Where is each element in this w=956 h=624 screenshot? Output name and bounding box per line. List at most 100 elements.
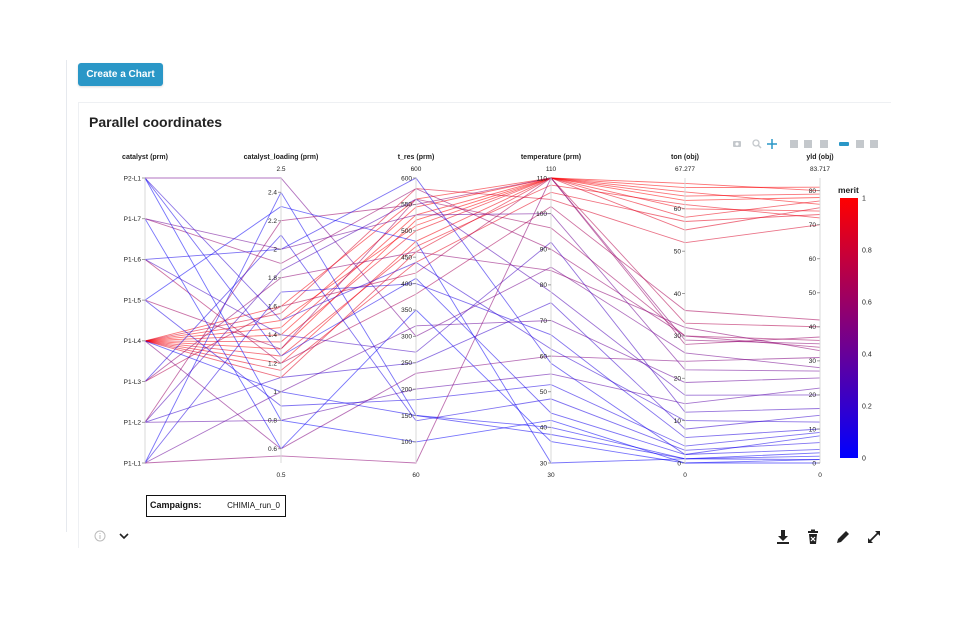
data-line xyxy=(144,177,821,342)
axis-tick-label: P1-L2 xyxy=(124,420,142,427)
zoom-lens xyxy=(752,139,760,147)
data-line xyxy=(144,177,821,464)
data-line xyxy=(144,283,821,464)
axis-max-label: 110 xyxy=(546,166,557,173)
axis-min-label: 30 xyxy=(547,472,555,479)
axis-tick-label: 450 xyxy=(401,254,412,261)
pan-icon[interactable] xyxy=(767,139,777,149)
axis-tick-label: 20 xyxy=(809,392,817,399)
data-line xyxy=(144,213,821,372)
axis-tick-label: 80 xyxy=(540,282,548,289)
toolbar-glyph xyxy=(790,140,798,148)
axis-title: catalyst_loading (prm) xyxy=(244,154,319,161)
data-line xyxy=(144,198,821,350)
toolbar-glyph xyxy=(820,140,828,148)
data-line xyxy=(144,218,820,464)
axis-tick-label: 30 xyxy=(540,460,548,467)
left-divider xyxy=(66,60,67,532)
axis-tick-label: P1-L4 xyxy=(124,338,142,345)
colorbar-tick-label: 0 xyxy=(862,456,866,463)
data-line xyxy=(144,191,821,464)
data-line xyxy=(144,205,821,364)
axis-tick-label: 550 xyxy=(401,202,412,209)
data-line xyxy=(144,184,821,357)
axis-tick-label: P1-L7 xyxy=(124,216,142,223)
axis-max-label: 67.277 xyxy=(675,166,695,173)
axis-title: yld (obj) xyxy=(806,154,833,161)
hover-shape xyxy=(839,142,849,146)
create-chart-button[interactable]: Create a Chart xyxy=(78,63,163,86)
axis-max-label: 83.717 xyxy=(810,166,830,173)
colorbar-scale xyxy=(840,198,858,458)
axis-tick-label: 600 xyxy=(401,175,412,182)
axis-tick-label: P1-L3 xyxy=(124,379,142,386)
colorbar-title: merit xyxy=(838,185,859,195)
expand-icon[interactable] xyxy=(866,529,882,545)
axis-tick-label: 1.4 xyxy=(268,332,277,339)
axis-tick-label: 70 xyxy=(540,318,548,325)
pan-cross xyxy=(767,139,777,149)
data-line xyxy=(144,188,821,342)
toolbar-glyph xyxy=(804,140,812,148)
data-line xyxy=(144,177,821,342)
axis-tick-label: 60 xyxy=(674,206,682,213)
zoom-icon[interactable] xyxy=(752,139,762,149)
zoom-out-icon[interactable] xyxy=(804,140,812,148)
axis-min-label: 0 xyxy=(683,472,687,479)
axis-tick-label: P1-L5 xyxy=(124,297,142,304)
axis-tick-label: 40 xyxy=(674,291,682,298)
axis-tick-label: 0.8 xyxy=(268,418,277,425)
data-line xyxy=(144,251,821,382)
axis-tick-label: P2-L1 xyxy=(124,175,142,182)
axis-tick-label: 50 xyxy=(674,248,682,255)
axis-tick-label: 60 xyxy=(809,256,817,263)
data-line xyxy=(144,177,821,364)
camera-icon[interactable] xyxy=(733,141,741,147)
data-line xyxy=(144,177,821,455)
axis-tick-label: 150 xyxy=(401,413,412,420)
campaigns-box: Campaigns: CHIMIA_run_0 xyxy=(146,495,286,517)
data-line xyxy=(144,177,821,423)
axis-tick-label: 50 xyxy=(809,290,817,297)
spike-lines-icon[interactable] xyxy=(870,140,878,148)
colorbar-tick-label: 0.4 xyxy=(862,352,872,359)
colorbar-tick-label: 0.2 xyxy=(862,404,872,411)
download-icon[interactable] xyxy=(775,529,791,545)
axis-tick-label: 2.4 xyxy=(268,190,277,197)
axis-min-label: 0.5 xyxy=(276,472,285,479)
data-line xyxy=(144,177,821,342)
plot-toolbar xyxy=(733,139,878,149)
toolbar-glyph xyxy=(870,140,878,148)
axis-tick-label: 200 xyxy=(401,386,412,393)
axis-tick-label: 1.2 xyxy=(268,361,277,368)
edit-icon[interactable] xyxy=(835,529,851,545)
autoscale-icon[interactable] xyxy=(820,140,828,148)
data-line xyxy=(144,320,821,464)
data-line xyxy=(144,299,821,447)
axis-tick-label: 300 xyxy=(401,334,412,341)
axis-tick-label: 110 xyxy=(537,175,548,182)
axis-tick-label: 2.2 xyxy=(268,218,277,225)
axis-tick-label: 30 xyxy=(809,358,817,365)
data-line xyxy=(144,191,821,371)
chevron-down-icon[interactable] xyxy=(118,530,130,542)
zoom-handle xyxy=(757,144,762,149)
info-icon[interactable] xyxy=(94,530,106,542)
axis-max-label: 600 xyxy=(411,166,422,173)
axis-tick-label: 20 xyxy=(674,376,682,383)
axes-layer: catalyst (prm) P2-L1 P1-L7 P1-L6 P1-L5 P1-L4 P… xyxy=(122,154,834,479)
axis-tick-label: 70 xyxy=(809,222,817,229)
card-title: Parallel coordinates xyxy=(89,114,223,130)
hover-closest-icon[interactable] xyxy=(839,142,849,146)
axis-tick-label: 0 xyxy=(677,460,681,467)
delete-icon[interactable] xyxy=(805,529,821,545)
axis-min-label: 60 xyxy=(412,472,420,479)
axis-tick-label: 1.8 xyxy=(268,275,277,282)
hover-compare-icon[interactable] xyxy=(856,140,864,148)
campaigns-label: Campaigns: xyxy=(150,500,202,510)
campaigns-value[interactable]: CHIMIA_run_0 xyxy=(227,501,280,510)
zoom-in-icon[interactable] xyxy=(790,140,798,148)
colorbar-tick-label: 0.8 xyxy=(862,248,872,255)
data-line xyxy=(144,241,821,413)
data-line xyxy=(144,177,821,464)
